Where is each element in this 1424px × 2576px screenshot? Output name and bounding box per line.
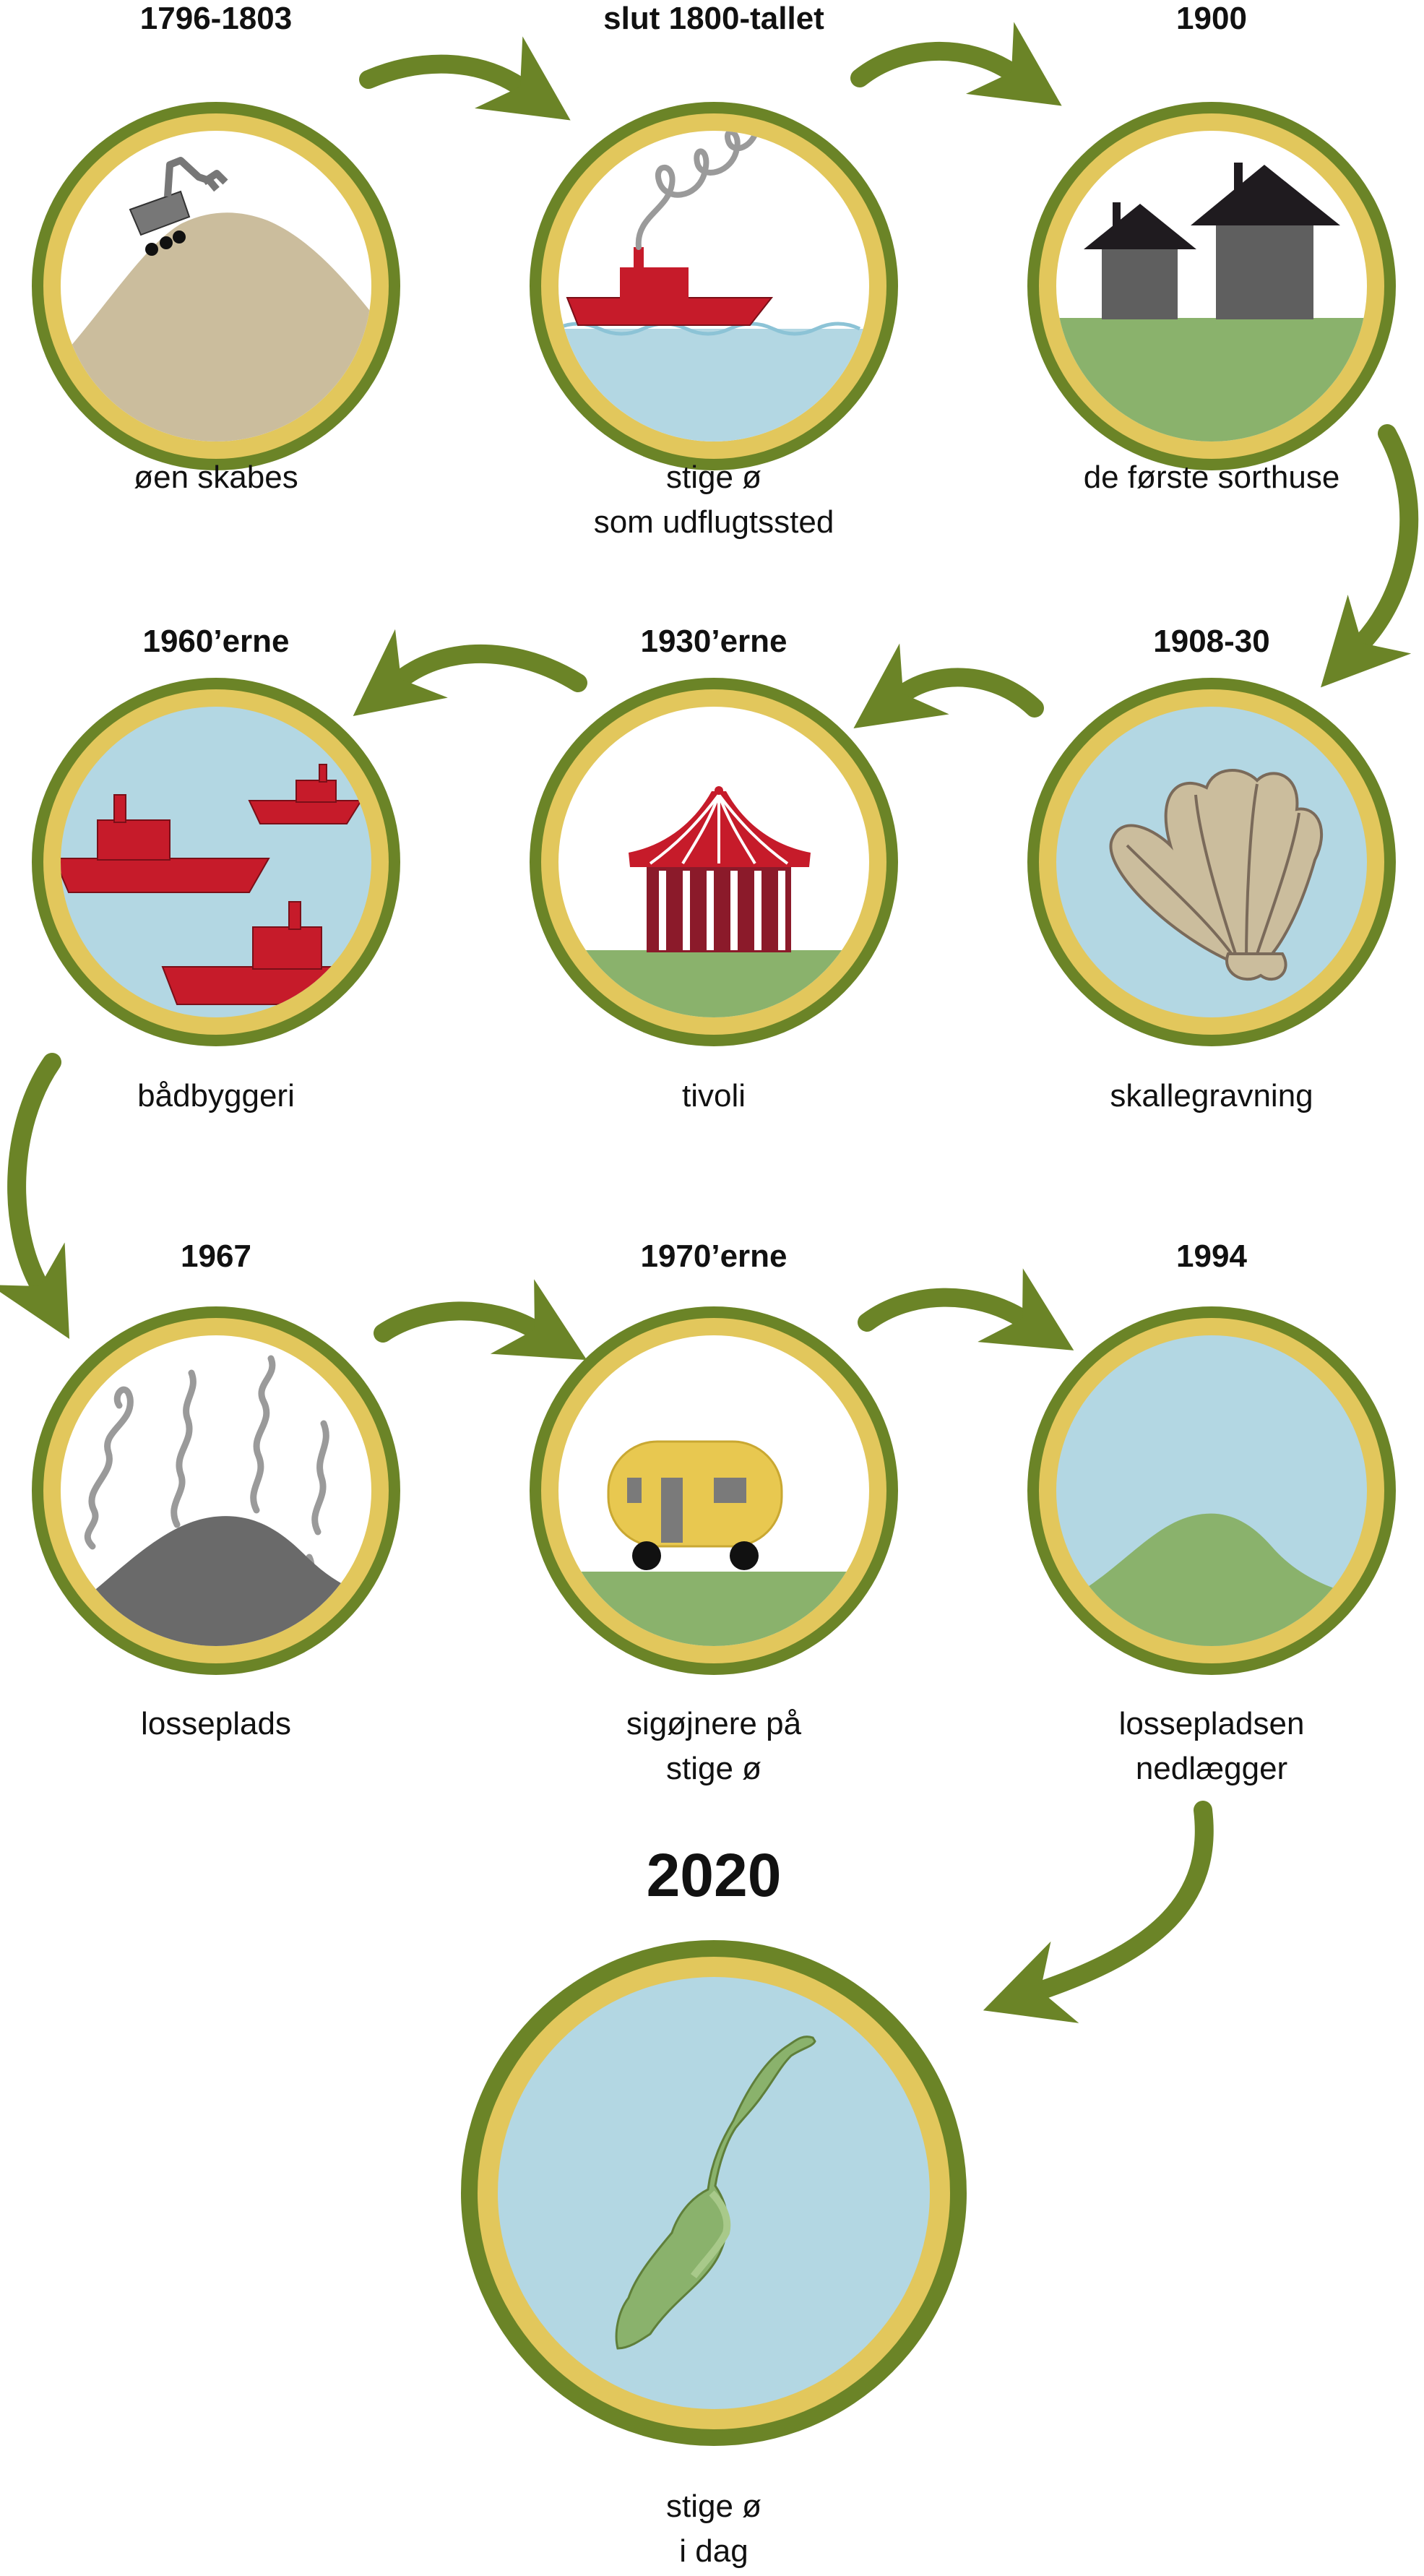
stage-5-medallion (530, 678, 898, 1046)
arrow-5-to-6 (353, 629, 587, 716)
caption-line: de første sorthuse (1083, 460, 1340, 495)
stage-9-year: 1994 (1176, 1239, 1247, 1274)
caption-line: som udflugtssted (593, 504, 834, 540)
stage-10-caption: stige ø i dag (483, 2484, 945, 2574)
stage-10-year: 2020 (646, 1841, 782, 1909)
caption-line: losseplads (141, 1706, 291, 1741)
caption-line: stige ø (665, 460, 762, 495)
caption-line: stige ø (665, 1751, 762, 1786)
stage-6-year: 1960’erne (142, 624, 290, 659)
stage-8-year: 1970’erne (640, 1239, 787, 1274)
stage-5-year: 1930’erne (640, 624, 787, 659)
stage-4-medallion (1027, 678, 1396, 1046)
stage-8-medallion (530, 1306, 898, 1675)
shell-icon (1109, 769, 1323, 981)
stage-9-medallion (1027, 1306, 1396, 1675)
stage-1-caption: øen skabes (0, 455, 447, 500)
stage-3-year: 1900 (1176, 1, 1247, 36)
arrow-3-to-4 (1321, 424, 1419, 688)
caption-line: skallegravning (1110, 1078, 1313, 1113)
arrow-1-to-2 (359, 36, 571, 121)
stage-9-caption: lossepladsen nedlægger (980, 1702, 1424, 1791)
caption-line: stige ø (665, 2489, 762, 2524)
stage-6-caption: bådbyggeri (0, 1074, 447, 1119)
island-map-icon (615, 2036, 816, 2350)
stage-8-caption: sigøjnere på stige ø (483, 1702, 945, 1791)
stage-7-caption: losseplads (0, 1702, 447, 1746)
stage-2-medallion (530, 102, 898, 470)
arrow-4-to-5 (853, 643, 1044, 728)
island-formation-icon (61, 157, 371, 441)
arrow-8-to-9 (858, 1268, 1074, 1351)
stage-4-caption: skallegravning (980, 1074, 1424, 1119)
stage-3-caption: de første sorthuse (980, 455, 1424, 500)
stage-7-medallion (32, 1306, 400, 1675)
stage-7-year: 1967 (181, 1239, 251, 1274)
stage-4-year: 1908-30 (1153, 624, 1270, 659)
caption-line: nedlægger (1135, 1751, 1288, 1786)
caption-line: bådbyggeri (137, 1078, 295, 1113)
stage-1-medallion (32, 102, 400, 470)
arrow-7-to-8 (374, 1279, 587, 1361)
arrow-6-to-7 (0, 1053, 69, 1339)
stage-6-medallion (32, 678, 400, 1046)
arrow-9-to-10 (983, 1801, 1214, 2023)
caption-line: tivoli (681, 1078, 746, 1113)
caption-line: øen skabes (134, 460, 298, 495)
caption-line: lossepladsen (1118, 1706, 1305, 1741)
stage-2-caption: stige ø som udflugtssted (483, 455, 945, 545)
caption-line: sigøjnere på (626, 1706, 802, 1741)
arrow-2-to-3 (850, 22, 1062, 106)
caption-line: i dag (679, 2533, 748, 2569)
stage-10-medallion (461, 1940, 967, 2446)
stage-2-year: slut 1800-tallet (603, 1, 824, 36)
arrows (0, 22, 1419, 2023)
excavator-icon (129, 157, 228, 256)
stage-3-medallion (1027, 102, 1396, 470)
stage-1-year: 1796-1803 (139, 1, 293, 36)
stage-5-caption: tivoli (483, 1074, 945, 1119)
